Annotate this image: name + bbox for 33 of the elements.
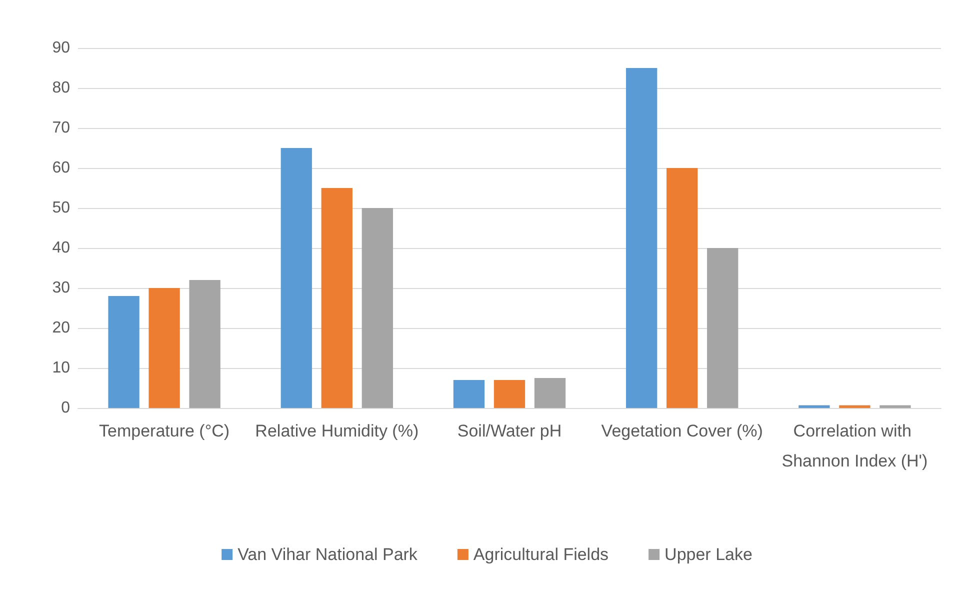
bar <box>280 148 312 408</box>
y-tick-label: 90 <box>52 40 70 56</box>
bar <box>148 288 180 408</box>
y-tick-label: 60 <box>52 160 70 176</box>
x-tick-label: Soil/Water pH <box>457 422 562 440</box>
bar <box>534 378 566 408</box>
y-tick-label: 10 <box>52 360 70 376</box>
y-tick-label: 20 <box>52 320 70 336</box>
y-tick-label: 80 <box>52 80 70 96</box>
y-tick-label: 0 <box>61 400 70 416</box>
bar <box>108 296 140 408</box>
bar <box>362 208 393 408</box>
y-tick-label: 40 <box>52 240 70 256</box>
legend-label: Upper Lake <box>664 545 752 564</box>
bar <box>453 380 485 408</box>
bar <box>494 380 526 408</box>
bar <box>189 280 220 408</box>
bar <box>626 68 658 408</box>
y-tick-label: 50 <box>52 200 70 216</box>
bar <box>321 188 352 408</box>
y-tick-label: 70 <box>52 120 70 136</box>
x-tick-label: Vegetation Cover (%) <box>601 422 763 440</box>
bar <box>839 405 870 408</box>
x-tick-label: Temperature (°C) <box>99 422 230 440</box>
bar <box>666 168 698 408</box>
y-tick-label: 30 <box>52 280 70 296</box>
bar <box>798 405 830 408</box>
x-tick-label: Correlation with Shannon Index (H') <box>782 422 928 470</box>
legend-label: Van Vihar National Park <box>238 545 418 564</box>
bar <box>880 405 911 408</box>
x-tick-label: Relative Humidity (%) <box>255 422 419 440</box>
bar <box>707 248 738 408</box>
legend-label: Agricultural Fields <box>473 545 609 564</box>
